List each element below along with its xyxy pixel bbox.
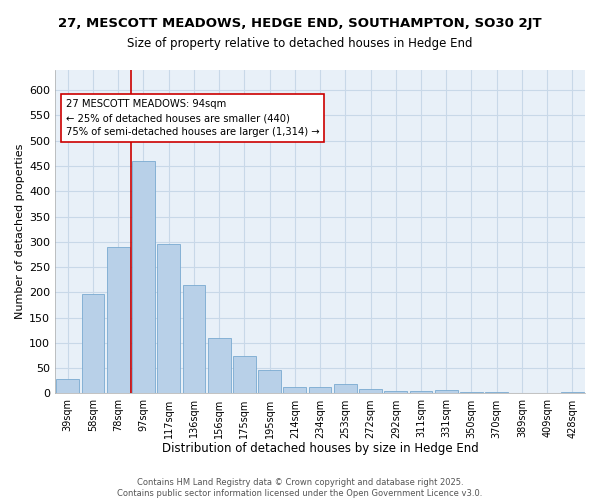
Bar (334, 384, 356, 394)
Bar (233, 356, 256, 394)
Bar (283, 388, 306, 394)
Bar (359, 390, 382, 394)
Bar (56, 380, 79, 394)
X-axis label: Distribution of detached houses by size in Hedge End: Distribution of detached houses by size … (162, 442, 478, 455)
Bar (157, 244, 180, 394)
Bar (385, 392, 407, 394)
Bar (460, 392, 483, 394)
Bar (208, 338, 230, 394)
Bar (410, 392, 433, 394)
Text: Size of property relative to detached houses in Hedge End: Size of property relative to detached ho… (127, 38, 473, 51)
Text: 27 MESCOTT MEADOWS: 94sqm
← 25% of detached houses are smaller (440)
75% of semi: 27 MESCOTT MEADOWS: 94sqm ← 25% of detac… (66, 99, 319, 137)
Bar (485, 392, 508, 394)
Bar (511, 393, 533, 394)
Bar (82, 294, 104, 394)
Bar (309, 388, 331, 394)
Bar (561, 392, 584, 394)
Y-axis label: Number of detached properties: Number of detached properties (15, 144, 25, 320)
Bar (107, 247, 130, 394)
Text: Contains HM Land Registry data © Crown copyright and database right 2025.
Contai: Contains HM Land Registry data © Crown c… (118, 478, 482, 498)
Bar (435, 390, 458, 394)
Bar (132, 161, 155, 394)
Bar (536, 393, 559, 394)
Bar (182, 285, 205, 394)
Text: 27, MESCOTT MEADOWS, HEDGE END, SOUTHAMPTON, SO30 2JT: 27, MESCOTT MEADOWS, HEDGE END, SOUTHAMP… (58, 18, 542, 30)
Bar (258, 370, 281, 394)
